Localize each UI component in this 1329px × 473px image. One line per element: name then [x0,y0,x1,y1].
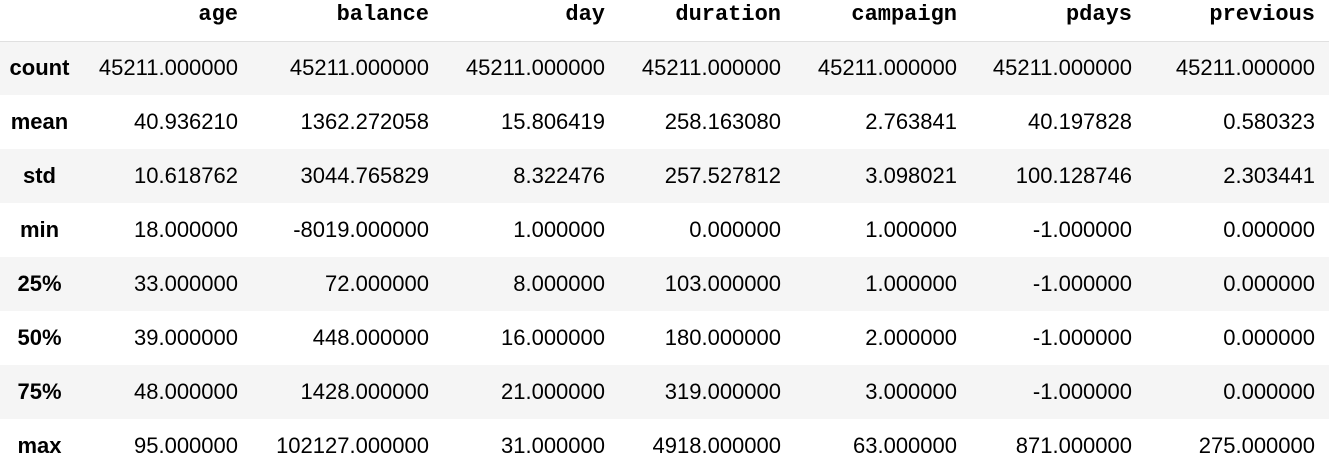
table-cell: 2.763841 [865,109,957,134]
table-cell: 0.000000 [1223,271,1315,296]
table-cell: 21.000000 [501,379,605,404]
table-cell: 39.000000 [134,325,238,350]
table-cell: 45211.000000 [98,55,238,81]
table-cell: 1.000000 [513,217,605,242]
table-cell: 0.000000 [689,217,781,242]
row-label: count [9,55,70,81]
table-row: 50% 39.000000 448.000000 16.000000 180.0… [0,311,1329,365]
table-cell: 16.000000 [501,325,605,350]
table-cell: 45211.000000 [465,55,605,81]
table-row: min 18.000000 -8019.000000 1.000000 0.00… [0,203,1329,257]
table-cell: 1.000000 [865,271,957,296]
table-cell: 2.000000 [865,325,957,350]
table-cell: 257.527812 [664,163,781,188]
table-cell: 1.000000 [865,217,957,242]
table-cell: 63.000000 [853,433,957,458]
table-cell: -1.000000 [1032,217,1132,242]
table-cell: -1.000000 [1032,325,1132,350]
row-label: max [17,433,62,458]
table-cell: 15.806419 [501,109,605,134]
table-cell: 100.128746 [1015,163,1132,188]
table-row: count 45211.000000 45211.000000 45211.00… [0,41,1329,95]
table-cell: 3.098021 [865,163,957,188]
table-cell: 275.000000 [1198,433,1315,458]
table-cell: 72.000000 [325,271,429,296]
table-cell: 18.000000 [134,217,238,242]
table-cell: 31.000000 [501,433,605,458]
table-row: std 10.618762 3044.765829 8.322476 257.5… [0,149,1329,203]
table-cell: 45211.000000 [992,55,1132,81]
table-cell: 45211.000000 [817,55,957,81]
row-label: std [23,163,56,188]
table-cell: 3.000000 [865,379,957,404]
table-cell: 48.000000 [134,379,238,404]
table-cell: 33.000000 [134,271,238,296]
table-cell: 45211.000000 [1175,55,1315,81]
table-cell: 40.197828 [1028,109,1132,134]
table-row: 75% 48.000000 1428.000000 21.000000 319.… [0,365,1329,419]
column-header-age: age [198,2,238,27]
table-row: max 95.000000 102127.000000 31.000000 49… [0,419,1329,473]
table-cell: 40.936210 [134,109,238,134]
row-label: 75% [17,379,62,404]
column-header-duration: duration [675,2,781,27]
index-corner-header [0,0,75,41]
table-row: 25% 33.000000 72.000000 8.000000 103.000… [0,257,1329,311]
table-cell: 180.000000 [664,325,781,350]
table-cell: 10.618762 [134,163,238,188]
table-cell: 258.163080 [664,109,781,134]
table-cell: -8019.000000 [293,217,429,242]
row-label: 25% [17,271,62,296]
column-header-campaign: campaign [851,2,957,27]
table-cell: 0.580323 [1223,109,1315,134]
table-cell: 871.000000 [1015,433,1132,458]
table-cell: 95.000000 [134,433,238,458]
table-cell: 448.000000 [312,325,429,350]
column-header-previous: previous [1209,2,1315,27]
table-cell: -1.000000 [1032,271,1132,296]
column-header-day: day [565,2,605,27]
table-cell: 0.000000 [1223,379,1315,404]
header-row: age balance day duration campaign pdays … [0,0,1329,41]
row-label: min [19,217,60,242]
table-cell: 4918.000000 [652,433,781,458]
table-cell: 319.000000 [664,379,781,404]
table-cell: 45211.000000 [289,55,429,81]
table-cell: 103.000000 [664,271,781,296]
table-cell: 3044.765829 [300,163,429,188]
table-cell: -1.000000 [1032,379,1132,404]
table-cell: 0.000000 [1223,325,1315,350]
table-cell: 8.322476 [513,163,605,188]
column-header-balance: balance [336,2,429,27]
table-cell: 8.000000 [513,271,605,296]
table-row: mean 40.936210 1362.272058 15.806419 258… [0,95,1329,149]
row-label: mean [10,109,69,134]
table-cell: 45211.000000 [641,55,781,81]
table-cell: 102127.000000 [276,433,429,458]
column-header-pdays: pdays [1065,2,1132,27]
row-label: 50% [17,325,62,350]
table-cell: 0.000000 [1223,217,1315,242]
table-cell: 1362.272058 [300,109,429,134]
table-cell: 1428.000000 [300,379,429,404]
table-cell: 2.303441 [1223,163,1315,188]
